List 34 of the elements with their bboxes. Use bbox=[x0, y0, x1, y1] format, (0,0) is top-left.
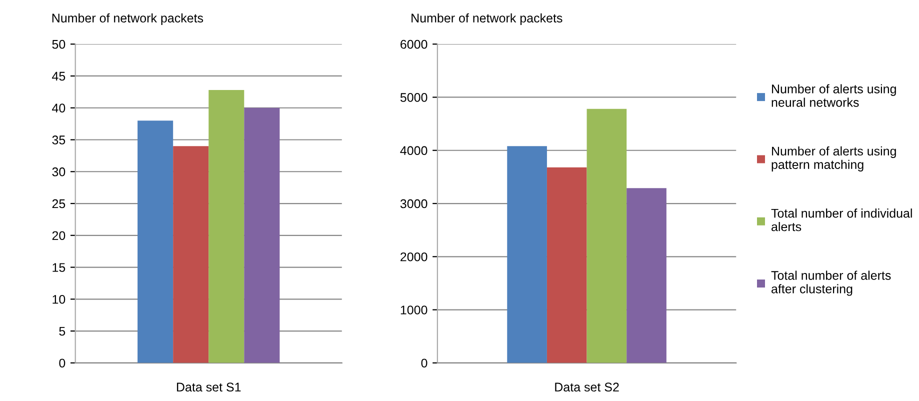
y-tick-label: 6000 bbox=[400, 40, 428, 49]
x-tick-label: Data set S1 bbox=[176, 382, 241, 392]
bar bbox=[626, 188, 666, 363]
bar bbox=[546, 167, 587, 363]
y-tick-label: 2000 bbox=[400, 252, 428, 262]
y-axis-title: Number of network packets bbox=[52, 13, 204, 25]
y-tick-label: 0 bbox=[421, 358, 428, 368]
bar bbox=[138, 120, 174, 363]
y-tick-label: 15 bbox=[52, 263, 66, 272]
legend-label: Total number of alerts after clustering bbox=[771, 270, 891, 296]
y-tick-label: 45 bbox=[52, 72, 66, 81]
legend-label: Total number of individual alerts bbox=[771, 208, 912, 232]
y-tick-label: 10 bbox=[52, 294, 66, 304]
x-tick-label: Data set S2 bbox=[555, 382, 619, 392]
y-tick-label: 5000 bbox=[400, 93, 428, 102]
y-tick-label: 0 bbox=[59, 358, 66, 368]
y-tick-label: 30 bbox=[52, 167, 66, 176]
y-tick-label: 5 bbox=[59, 326, 66, 336]
bar bbox=[244, 108, 280, 363]
legend-label: Number of alerts using neural networks bbox=[772, 84, 896, 107]
bar bbox=[208, 90, 244, 363]
y-tick-label: 20 bbox=[52, 231, 66, 240]
y-tick-label: 35 bbox=[52, 136, 66, 144]
y-tick-label: 40 bbox=[52, 104, 66, 113]
y-tick-label: 4000 bbox=[400, 146, 428, 156]
bar bbox=[507, 146, 547, 363]
y-axis-title: Number of network packets bbox=[412, 13, 562, 25]
y-tick-label: 25 bbox=[52, 199, 66, 208]
y-tick-label: 3000 bbox=[400, 199, 428, 208]
y-tick-label: 50 bbox=[52, 40, 66, 49]
bar bbox=[586, 108, 627, 363]
y-tick-label: 1000 bbox=[400, 306, 428, 314]
bar bbox=[173, 146, 209, 363]
legend-label: Number of alerts using pattern matching bbox=[772, 146, 896, 172]
